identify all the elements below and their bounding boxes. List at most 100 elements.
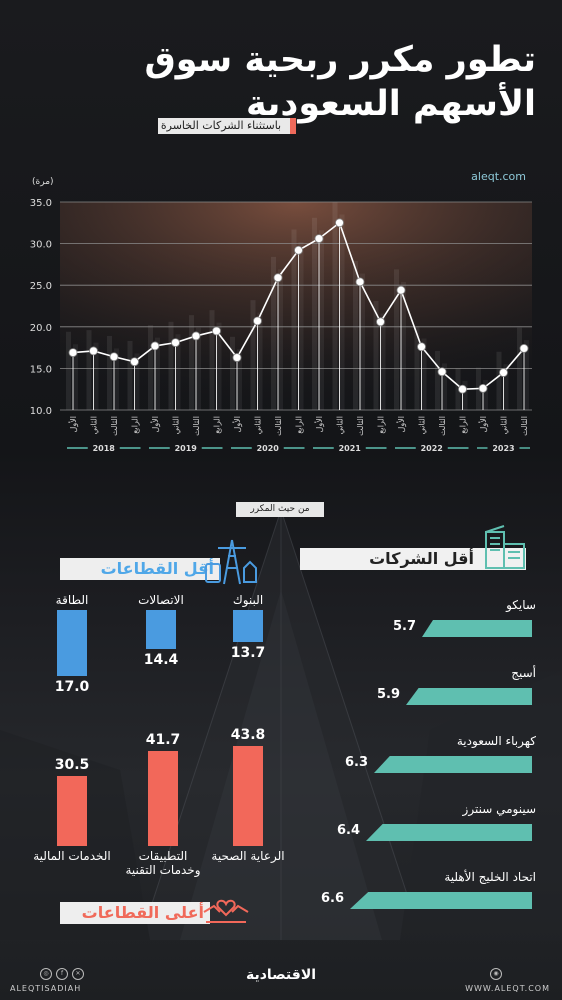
web-icon[interactable]: ◉: [490, 968, 502, 980]
backdrop-bar: [414, 325, 420, 410]
data-point: [499, 368, 508, 377]
backdrop-bar: [271, 256, 276, 410]
year-label: 2021: [339, 444, 362, 453]
data-point: [294, 245, 303, 255]
backdrop-bar: [148, 325, 153, 410]
x-tick-label: الثالث: [110, 416, 119, 436]
instagram-icon[interactable]: ◎: [40, 968, 52, 980]
x-tick-label: الثاني: [500, 416, 509, 434]
x-icon[interactable]: ✕: [72, 968, 84, 980]
backdrop-bar: [517, 327, 522, 410]
y-tick-label: 35.0: [30, 198, 52, 209]
backdrop-bar: [86, 330, 92, 410]
footer-site[interactable]: WWW.ALEQT.COM: [465, 984, 550, 993]
backdrop-bar: [332, 202, 338, 410]
data-point: [191, 331, 201, 341]
brand-url: aleqt.com: [471, 170, 526, 183]
data-point: [519, 344, 529, 353]
data-point: [253, 316, 262, 326]
lowest-sector-name: البنوك: [232, 593, 264, 607]
lowest-companies-title: أقل الشركات: [300, 548, 526, 570]
y-tick-label: 25.0: [30, 281, 52, 292]
x-tick-label: الثالث: [438, 416, 447, 436]
x-tick-label: الثالث: [520, 416, 529, 436]
x-tick-label: الرابع: [377, 416, 386, 434]
y-tick-label: 20.0: [30, 323, 52, 334]
data-point: [273, 273, 283, 283]
x-tick-label: الثاني: [90, 416, 99, 434]
backdrop-bar: [257, 312, 263, 410]
lowest-sector-bar: [146, 610, 176, 650]
subtitle-badge: [158, 118, 296, 134]
lowest-sector-name: الطاقة: [55, 593, 89, 607]
backdrop-bar: [250, 300, 256, 410]
company-value: 6.4: [336, 823, 360, 838]
company-name: سينومي سنترز: [462, 802, 536, 816]
footer-handle[interactable]: ALEQTISADIAH: [10, 984, 82, 993]
y-tick-label: 30.0: [30, 240, 52, 251]
year-label: 2020: [257, 444, 280, 453]
x-tick-label: الثالث: [274, 416, 283, 436]
backdrop-bar: [319, 230, 324, 410]
backdrop-bar: [73, 344, 78, 410]
lowest-sector-value: 14.4: [143, 652, 179, 669]
x-tick-label: الثاني: [418, 416, 427, 434]
chart-glow: [60, 202, 532, 410]
x-tick-label: الثاني: [336, 416, 345, 434]
backdrop-bar: [107, 335, 112, 410]
page-title: تطور مكرر ربحية سوق الأسهم السعودية: [144, 40, 536, 124]
backdrop-bar: [209, 310, 215, 410]
data-point: [478, 383, 488, 393]
data-point: [232, 353, 242, 362]
backdrop-bar: [360, 273, 365, 410]
data-point: [458, 384, 467, 394]
highest-sector-name: الخدمات المالية: [33, 849, 111, 863]
x-tick-label: الثالث: [192, 416, 201, 436]
lowest-sector-value: 17.0: [54, 679, 90, 695]
company-bar: [374, 756, 532, 773]
highest-sector-value: 43.8: [230, 727, 266, 743]
backdrop-bar: [503, 364, 509, 410]
company-value: 6.6: [320, 891, 344, 906]
facebook-icon[interactable]: f: [56, 968, 68, 980]
data-point: [355, 277, 365, 287]
backdrop-bar: [237, 349, 242, 410]
multiple-caption: من حيث المكرر: [236, 502, 324, 517]
lowest-sector-bar: [57, 610, 87, 676]
company-name: اتحاد الخليج الأهلية: [444, 870, 536, 884]
backdrop-bar: [189, 315, 194, 410]
energy-tower-icon: [205, 539, 257, 585]
x-tick-label: الأول: [478, 416, 488, 432]
x-tick-label: الثالث: [356, 416, 365, 436]
backdrop-bar: [196, 327, 201, 410]
backdrop-bar: [394, 269, 399, 410]
highest-sector-name: الرعاية الصحية: [211, 849, 285, 863]
x-tick-label: الرابع: [213, 416, 222, 434]
x-tick-label: الأول: [314, 416, 324, 432]
data-point: [89, 346, 98, 356]
company-name: سايكو: [506, 598, 536, 612]
backdrop-bar: [291, 229, 297, 410]
highest-sector-value: 41.7: [145, 731, 181, 748]
highest-sector-bar: [57, 776, 87, 846]
data-point: [212, 326, 221, 336]
company-bar: [406, 688, 532, 705]
backdrop-bar: [483, 380, 488, 410]
backdrop-bar: [168, 321, 174, 410]
x-tick-label: الأول: [68, 416, 78, 432]
lowest-sector-bar: [233, 610, 263, 642]
x-tick-label: الرابع: [295, 416, 304, 434]
data-point: [396, 285, 406, 295]
backdrop-bar: [339, 214, 345, 410]
data-point: [437, 367, 447, 377]
backdrop-bar: [462, 380, 468, 410]
company-bar: [422, 620, 532, 637]
subtitle: باستثناء الشركات الخاسرة: [160, 119, 282, 132]
backdrop-bar: [353, 261, 358, 410]
x-tick-label: الثاني: [172, 416, 181, 434]
backdrop-bar: [524, 340, 529, 410]
backdrop-bar: [455, 368, 461, 410]
lowest-sectors-title: أقل القطاعات: [60, 558, 220, 580]
lowest-sector-name: الاتصالات: [138, 593, 184, 607]
